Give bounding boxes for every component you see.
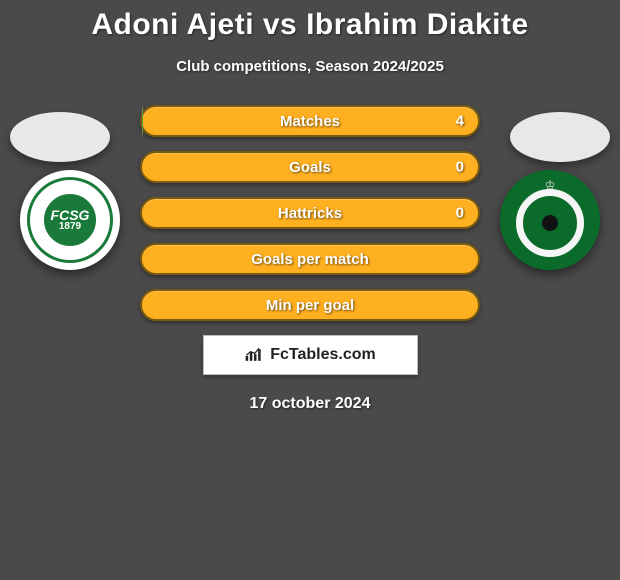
- date-text: 17 october 2024: [0, 395, 620, 413]
- stat-label: Min per goal: [266, 297, 354, 314]
- stat-label: Hattricks: [278, 205, 342, 222]
- subtitle: Club competitions, Season 2024/2025: [0, 58, 620, 75]
- stat-label: Goals per match: [251, 251, 369, 268]
- club-badge-left: FCSG 1879: [20, 170, 120, 270]
- club-left-year: 1879: [59, 222, 81, 232]
- stat-row-matches: Matches 4: [140, 105, 480, 137]
- bar-chart-icon: [244, 347, 264, 363]
- player-right-avatar: [510, 112, 610, 162]
- club-left-abbr: FCSG: [51, 208, 90, 222]
- stat-row-goals: Goals 0: [140, 151, 480, 183]
- crown-icon: ♔: [545, 178, 556, 192]
- stat-right-value: 4: [456, 113, 464, 130]
- stat-right-value: 0: [456, 205, 464, 222]
- stat-bar-left: [142, 107, 143, 135]
- brand-text: FcTables.com: [270, 346, 376, 364]
- stat-label: Matches: [280, 113, 340, 130]
- club-badge-right: ♔: [500, 170, 600, 270]
- stat-row-hattricks: Hattricks 0: [140, 197, 480, 229]
- player-left-avatar: [10, 112, 110, 162]
- brand-box: FcTables.com: [203, 335, 418, 375]
- stat-right-value: 0: [456, 159, 464, 176]
- stat-row-goals-per-match: Goals per match: [140, 243, 480, 275]
- stat-label: Goals: [289, 159, 331, 176]
- stats-container: Matches 4 Goals 0 Hattricks 0 Goals per …: [140, 105, 480, 321]
- stat-row-min-per-goal: Min per goal: [140, 289, 480, 321]
- page-title: Adoni Ajeti vs Ibrahim Diakite: [0, 0, 620, 42]
